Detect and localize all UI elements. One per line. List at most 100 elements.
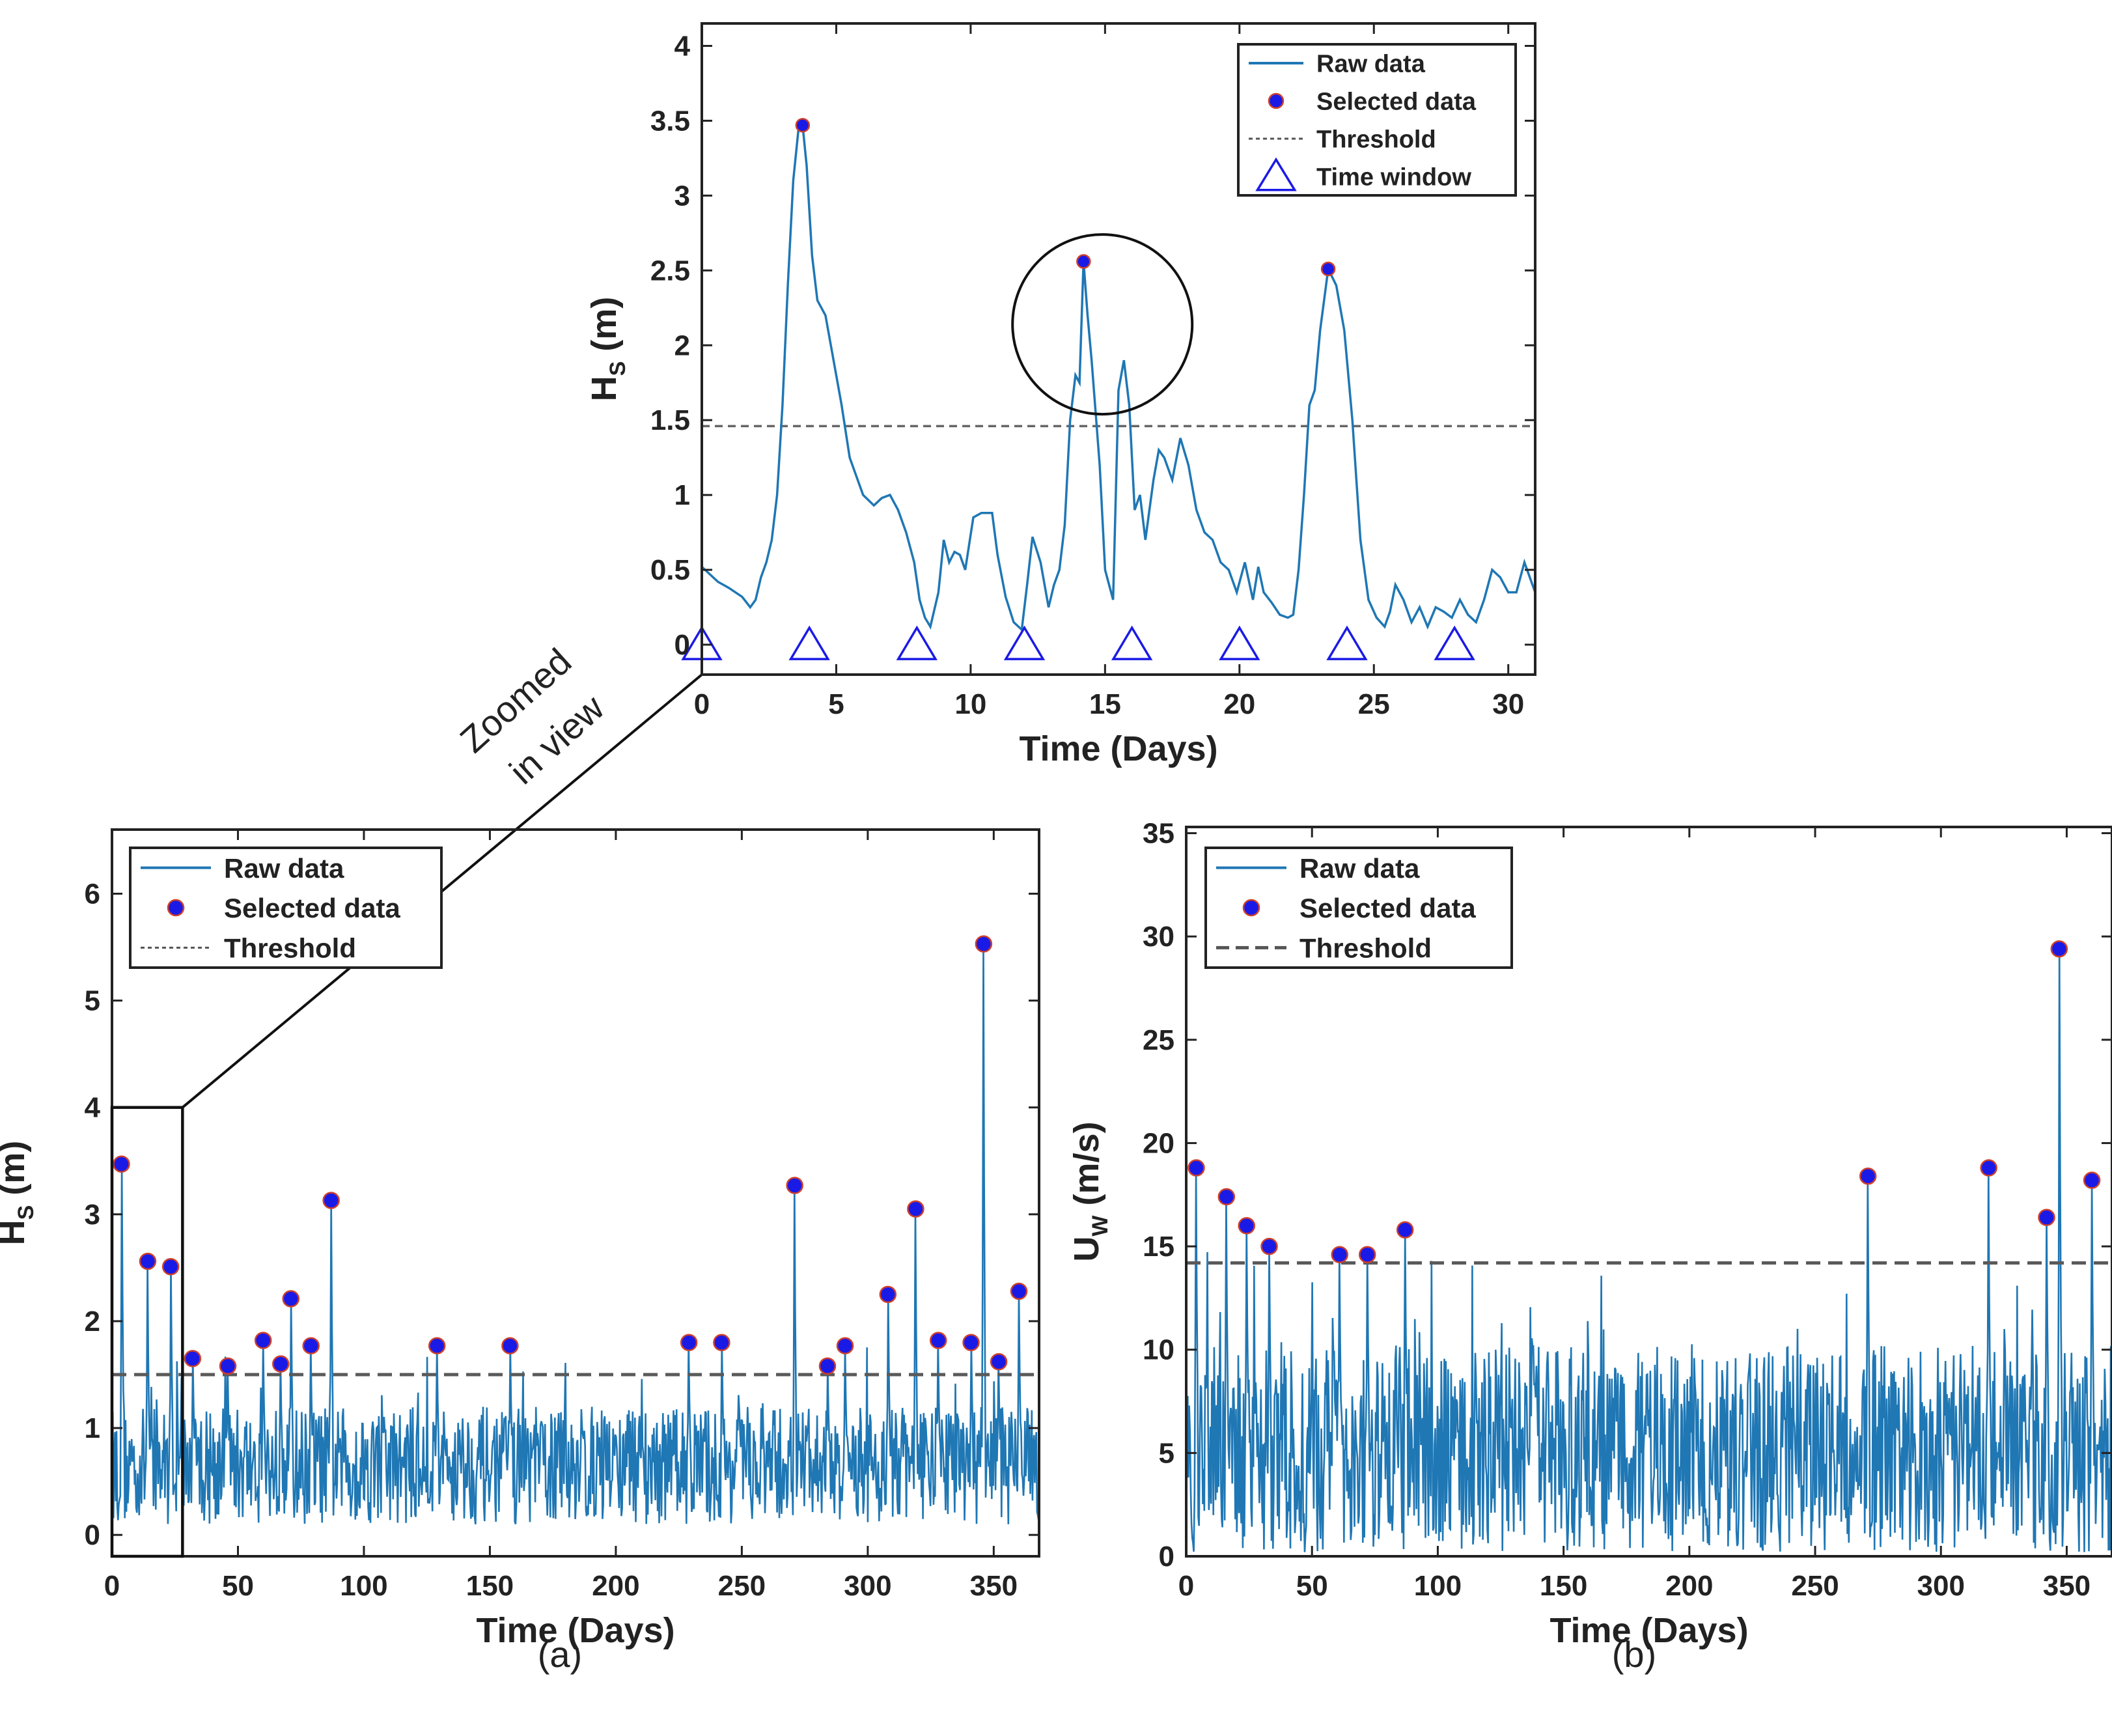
a-selected-point-0 [113, 1155, 130, 1173]
b-legend-label-2: Threshold [1299, 932, 1432, 963]
top-ytick-label-2: 1 [674, 479, 690, 511]
b-xtick-label-4: 200 [1665, 1570, 1713, 1602]
b-ylabel-unit: (m/s) [1067, 1121, 1106, 1215]
a-selected-point-20 [962, 1334, 980, 1352]
b-ylabel-sub: W [1088, 1215, 1113, 1237]
b-selected-point-3 [1260, 1237, 1278, 1255]
a-raw-data-line [112, 944, 1039, 1524]
b-ytick-label-3: 15 [1143, 1231, 1174, 1263]
top-xtick-label-0: 0 [694, 688, 710, 720]
b-ytick-label-2: 10 [1143, 1334, 1174, 1366]
b-selected-point-6 [1396, 1221, 1414, 1239]
top-ylabel: HS (m) [585, 297, 630, 402]
top-ytick-label-6: 3 [674, 180, 690, 212]
a-ylabel-sub: S [14, 1205, 38, 1220]
a-selected-point-5 [254, 1332, 272, 1349]
top-legend-label-2: Threshold [1316, 126, 1436, 154]
top-time-window-marker-1 [788, 625, 830, 660]
a-selected-point-12 [680, 1334, 698, 1352]
a-selected-point-6 [272, 1355, 290, 1373]
b-selected-point-2 [1238, 1217, 1255, 1235]
a-selected-point-4 [219, 1357, 237, 1375]
a-selected-point-17 [879, 1285, 897, 1304]
a-selected-point-9 [322, 1192, 340, 1209]
top-ytick-label-8: 4 [674, 30, 691, 62]
top-time-window-marker-5 [1219, 625, 1260, 660]
a-ytick-label-2: 2 [85, 1306, 100, 1337]
b-ytick-label-7: 35 [1143, 818, 1174, 850]
a-selected-point-14 [786, 1177, 803, 1194]
b-legend-label-0: Raw data [1299, 853, 1420, 884]
top-ytick-label-5: 2.5 [650, 255, 690, 287]
b-xlabel: Time (Days) [1549, 1611, 1748, 1650]
b-legend-label-1: Selected data [1299, 893, 1476, 923]
b-raw-data-line [1186, 949, 2112, 1552]
top-xtick-label-3: 15 [1089, 688, 1121, 720]
b-selected-point-5 [1358, 1246, 1376, 1264]
a-selected-point-22 [990, 1353, 1008, 1371]
a-legend-selected-swatch [167, 899, 185, 917]
a-ytick-label-5: 5 [85, 985, 100, 1017]
b-ytick-label-0: 0 [1159, 1541, 1174, 1573]
top-time-window-marker-3 [1003, 625, 1046, 660]
panel-a-hs-full-year: 0 1 2 3 4 5 6 0 50 100 150 200 250 300 350 Time (Days) H… [0, 828, 1040, 1675]
a-xtick-label-7: 350 [970, 1570, 1018, 1602]
a-ytick-label-3: 3 [85, 1199, 100, 1231]
a-selected-point-7 [282, 1290, 299, 1308]
a-xtick-label-4: 200 [592, 1570, 639, 1602]
a-legend-label-1: Selected data [224, 893, 400, 923]
top-xtick-label-5: 25 [1358, 688, 1390, 720]
top-legend-label-0: Raw data [1316, 51, 1426, 78]
b-selected-point-10 [2050, 940, 2068, 958]
a-ylabel: HS (m) [0, 1141, 38, 1246]
top-time-window-marker-2 [896, 625, 938, 660]
top-legend-selected-swatch [1268, 92, 1285, 109]
a-selected-point-10 [428, 1337, 446, 1354]
a-selected-point-13 [713, 1334, 730, 1352]
a-ytick-label-0: 0 [85, 1519, 100, 1551]
top-ytick-label-3: 1.5 [650, 404, 690, 436]
a-selected-point-11 [501, 1337, 519, 1354]
b-selected-point-1 [1217, 1188, 1236, 1206]
b-xtick-label-6: 300 [1917, 1570, 1965, 1602]
a-selected-point-3 [184, 1350, 202, 1367]
a-xtick-label-2: 100 [340, 1570, 387, 1602]
top-xtick-label-6: 30 [1492, 688, 1524, 720]
b-selected-point-9 [2038, 1209, 2055, 1226]
a-ytick-label-1: 1 [85, 1412, 100, 1444]
a-selected-point-8 [302, 1337, 320, 1354]
b-axes-frame [1185, 826, 2112, 1558]
top-selected-point-0 [795, 118, 811, 133]
a-ytick-label-4: 4 [85, 1092, 101, 1124]
top-xlabel: Time (Days) [1019, 729, 1217, 768]
top-ylabel-unit: (m) [585, 297, 624, 361]
a-selected-point-2 [161, 1257, 180, 1276]
a-legend-label-2: Threshold [224, 932, 356, 963]
top-xtick-label-4: 20 [1223, 688, 1255, 720]
top-ytick-label-4: 2 [674, 329, 690, 361]
b-xtick-label-2: 100 [1414, 1570, 1462, 1602]
b-selected-point-7 [1859, 1167, 1877, 1185]
a-xtick-label-1: 50 [222, 1570, 254, 1602]
b-xtick-label-3: 150 [1540, 1570, 1587, 1602]
a-selected-point-1 [139, 1252, 157, 1270]
b-ytick-label-4: 20 [1143, 1127, 1174, 1159]
b-ytick-label-6: 30 [1143, 921, 1174, 953]
top-time-window-marker-6 [1326, 625, 1368, 660]
a-xlabel: Time (Days) [476, 1611, 674, 1650]
panel-top-zoomed-hs: 0 0.5 1 1.5 2 2.5 3 3.5 4 0 5 10 15 20 25 30 Time (Days)… [585, 22, 1536, 768]
b-selected-point-0 [1188, 1159, 1205, 1177]
top-xtick-label-1: 5 [828, 688, 844, 720]
top-selected-point-2 [1320, 261, 1336, 277]
b-xtick-label-1: 50 [1296, 1570, 1328, 1602]
b-selected-point-8 [1980, 1159, 1997, 1177]
top-ytick-label-1: 0.5 [650, 554, 690, 586]
a-selected-point-23 [1010, 1282, 1028, 1300]
b-xtick-label-7: 350 [2043, 1570, 2091, 1602]
a-ytick-label-6: 6 [85, 878, 100, 910]
top-ylabel-sub: S [605, 361, 630, 376]
top-xtick-label-2: 10 [954, 688, 986, 720]
a-legend-label-0: Raw data [224, 853, 344, 884]
